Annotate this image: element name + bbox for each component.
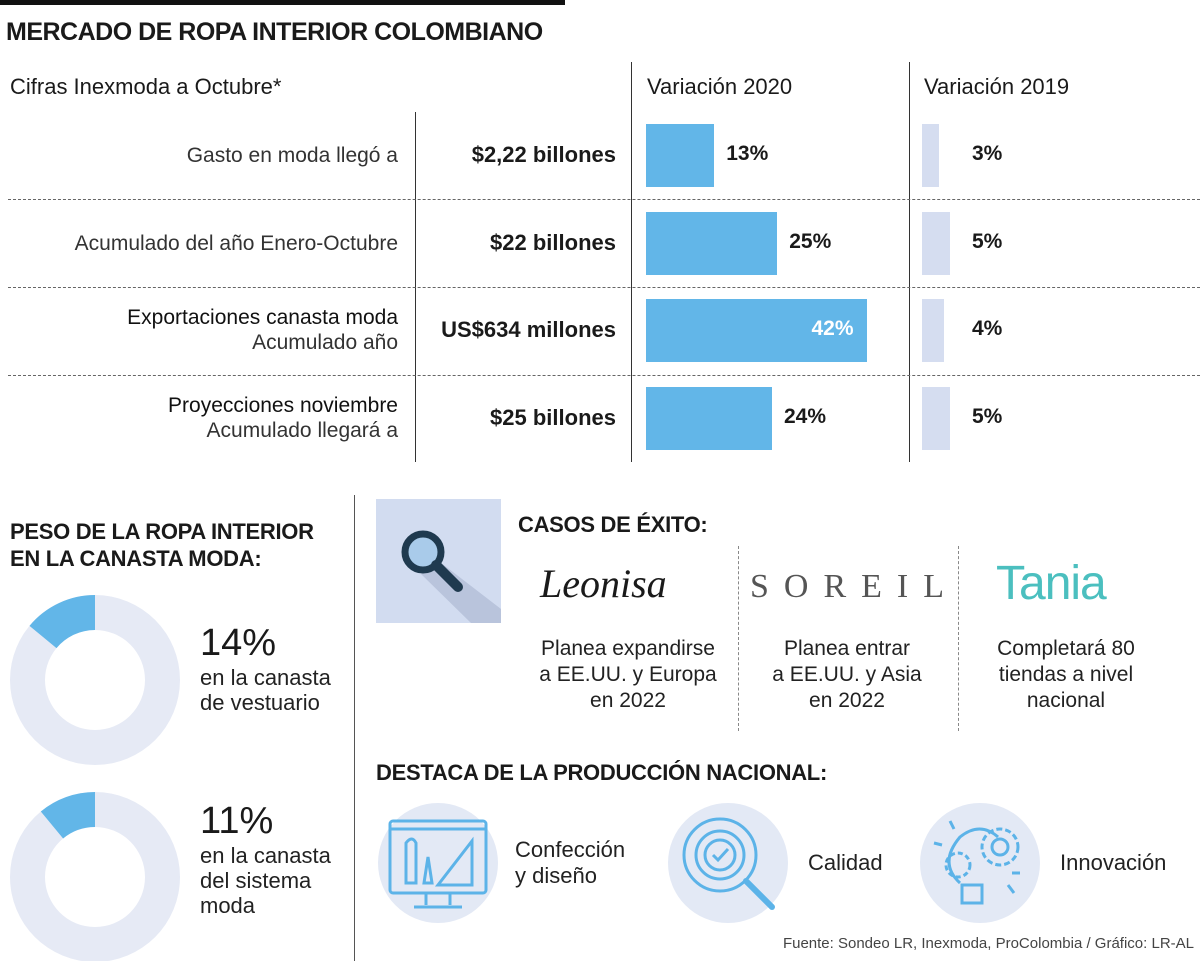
row-amount: US$634 millones — [441, 317, 616, 342]
peso-item-1: 14% en la canasta de vestuario — [200, 622, 331, 715]
bar-2019-label: 5% — [972, 230, 1003, 253]
row-amount: $25 billones — [490, 405, 616, 430]
divider — [738, 546, 739, 731]
quality-magnifier-icon — [668, 803, 788, 923]
leonisa-logo: Leonisa — [540, 561, 667, 606]
caso-line: tiendas a nivel — [998, 663, 1134, 686]
design-monitor-icon — [378, 803, 498, 923]
row-separator — [8, 287, 1200, 288]
row-amount: $22 billones — [490, 230, 616, 255]
peso-text: de vestuario — [200, 690, 320, 715]
col-header-2019: Variación 2019 — [924, 74, 1070, 99]
row-label: Acumulado del año Enero-Octubre — [75, 231, 398, 256]
row-label-line2: Acumulado llegará a — [206, 419, 398, 442]
magnifier-icon — [376, 499, 501, 623]
caso-text: Planea entrar a EE.UU. y Asia en 2022 — [747, 636, 947, 714]
top-rule — [0, 0, 565, 5]
caso-line: en 2022 — [590, 689, 666, 712]
caso-text: Completará 80 tiendas a nivel nacional — [966, 636, 1166, 714]
bar-2020-label: 42% — [811, 317, 854, 340]
caso-line: a EE.UU. y Asia — [772, 663, 922, 686]
donut-charts — [10, 595, 180, 961]
row-label: Gasto en moda llegó a — [187, 143, 398, 168]
peso-title-line2: EN LA CANASTA MODA: — [10, 546, 262, 571]
destaca-title: DESTACA DE LA PRODUCCIÓN NACIONAL: — [376, 760, 827, 785]
bar-2019 — [922, 299, 945, 362]
row-label-line1: Exportaciones canasta moda — [127, 306, 398, 329]
row-amount: $2,22 billones — [471, 142, 616, 167]
donut-segment — [29, 595, 95, 649]
bar-2020 — [646, 124, 715, 187]
peso-text: en la canasta — [200, 843, 331, 868]
donut-segment — [40, 792, 95, 839]
table-subtitle: Cifras Inexmoda a Octubre* — [10, 74, 282, 99]
row-label: Proyecciones noviembre Acumulado llegará … — [168, 393, 398, 443]
caso-line: Planea expandirse — [541, 637, 715, 660]
tania-logo: Tania — [996, 557, 1107, 610]
peso-title-line1: PESO DE LA ROPA INTERIOR — [10, 519, 314, 544]
section-divider — [354, 495, 355, 961]
row-label-line2: Acumulado año — [252, 331, 398, 354]
source-note: Fuente: Sondeo LR, Inexmoda, ProColombia… — [782, 935, 1194, 952]
destaca-line: y diseño — [515, 863, 597, 888]
divider — [958, 546, 959, 731]
caso-line: a EE.UU. y Europa — [539, 663, 717, 686]
peso-pct: 14% — [200, 622, 277, 664]
peso-text: moda — [200, 893, 256, 918]
donut-remainder — [10, 792, 180, 961]
row-separator — [8, 375, 1200, 376]
bar-2019 — [922, 124, 939, 187]
peso-text: en la canasta — [200, 665, 331, 690]
caso-line: nacional — [1026, 689, 1106, 712]
bar-2020-label: 24% — [784, 405, 827, 428]
bar-2020 — [646, 299, 867, 362]
row-label-line1: Gasto en moda llegó a — [186, 144, 398, 167]
peso-item-2: 11% en la canasta del sistema moda — [200, 800, 331, 918]
peso-text: del sistema — [200, 868, 312, 893]
destaca-label: Confección y diseño — [515, 837, 625, 889]
row-label: Exportaciones canasta moda Acumulado año — [127, 305, 398, 355]
destaca-label: Innovación — [1060, 850, 1167, 875]
bar-2020 — [646, 212, 778, 275]
casos-title: CASOS DE ÉXITO: — [518, 512, 708, 537]
bar-2019 — [922, 212, 950, 275]
page-title: MERCADO DE ROPA INTERIOR COLOMBIANO — [6, 18, 543, 46]
bar-2019-label: 5% — [972, 405, 1003, 428]
peso-title: PESO DE LA ROPA INTERIOR EN LA CANASTA M… — [10, 518, 314, 572]
bar-2019-label: 3% — [972, 142, 1003, 165]
bar-2020-label: 25% — [789, 230, 832, 253]
bar-2020-label: 13% — [726, 142, 769, 165]
caso-line: en 2022 — [809, 689, 885, 712]
col-header-2020: Variación 2020 — [647, 74, 793, 99]
destaca-label: Calidad — [808, 850, 883, 875]
destaca-line: Confección — [515, 837, 626, 862]
bar-2019 — [922, 387, 950, 450]
innovation-bulb-gear-icon — [920, 803, 1040, 923]
caso-line: Planea entrar — [783, 637, 911, 660]
divider — [631, 62, 632, 462]
peso-pct: 11% — [200, 800, 274, 842]
caso-line: Completará 80 — [997, 637, 1135, 660]
bar-2020 — [646, 387, 772, 450]
row-label-line1: Proyecciones noviembre — [168, 394, 398, 417]
bar-2019-label: 4% — [972, 317, 1003, 340]
row-separator — [8, 199, 1200, 200]
divider — [909, 62, 910, 462]
soreil-logo: SOREIL — [750, 568, 959, 605]
caso-text: Planea expandirse a EE.UU. y Europa en 2… — [528, 636, 728, 714]
row-label-line1: Acumulado del año Enero-Octubre — [74, 232, 398, 255]
